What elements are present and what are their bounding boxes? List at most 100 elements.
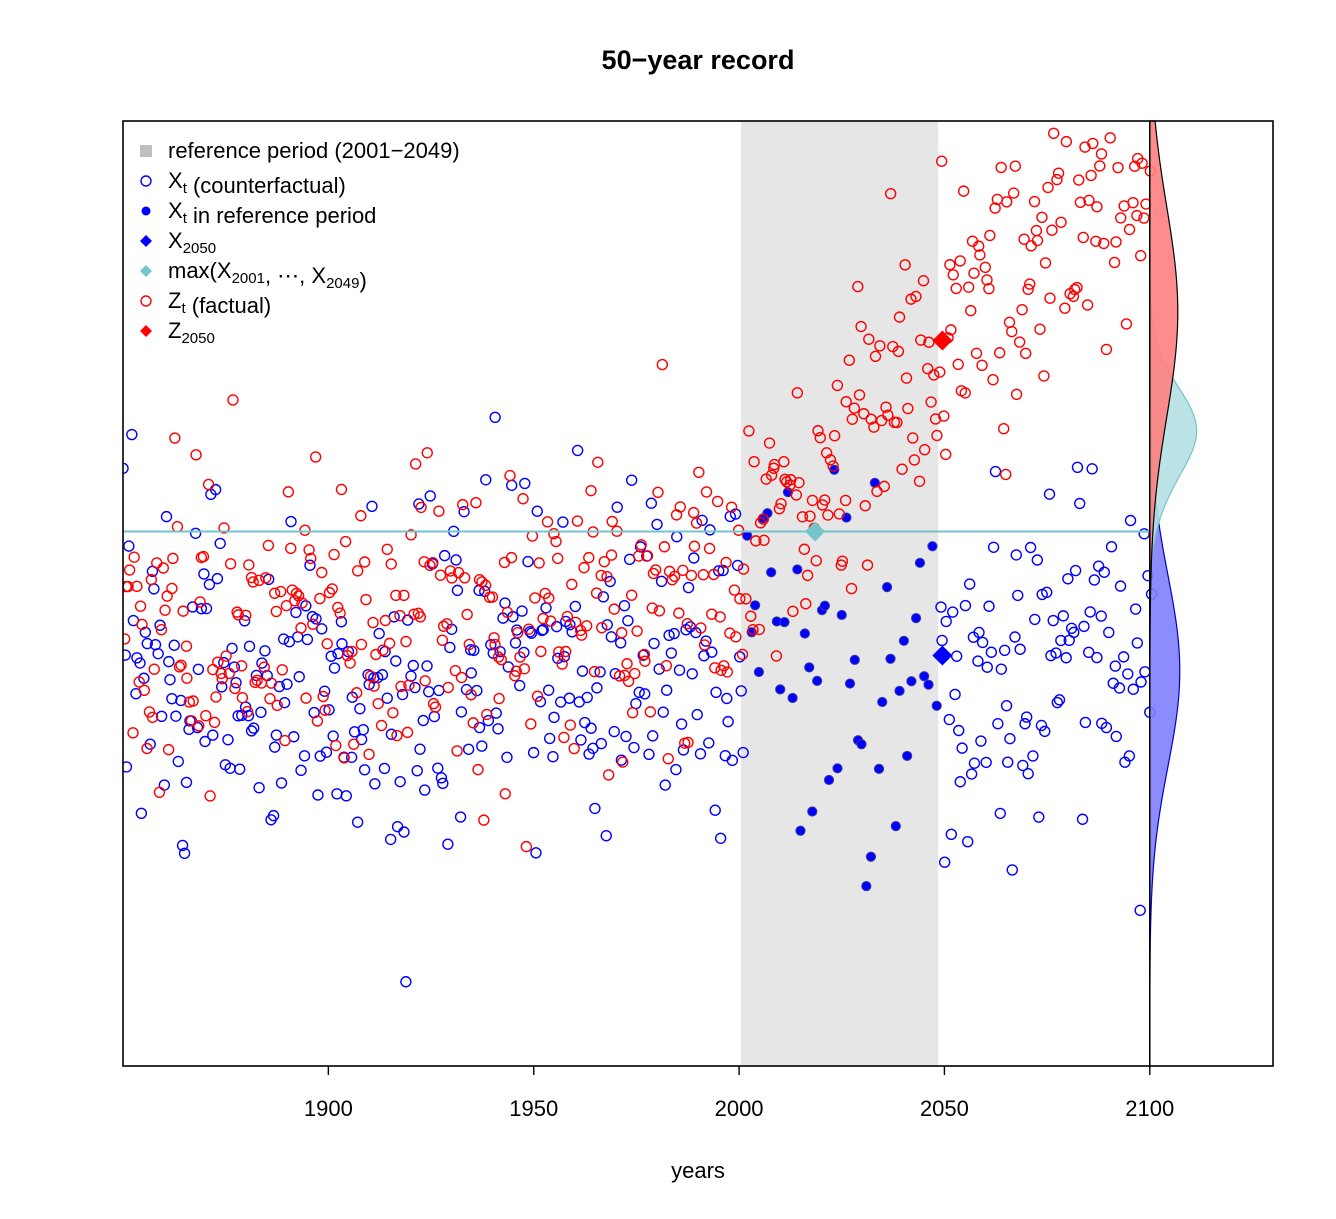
- counterfactual-point: [451, 584, 464, 597]
- factual-point: [1019, 347, 1032, 360]
- factual-point: [859, 500, 871, 512]
- counterfactual-point: [696, 514, 708, 527]
- counterfactual-point: [195, 602, 208, 615]
- factual-point: [1081, 299, 1094, 311]
- factual-point: [520, 840, 533, 853]
- factual-point: [1127, 196, 1139, 209]
- legend-symbol-x_ref: [141, 206, 151, 216]
- factual-point: [317, 690, 329, 703]
- factual-point: [852, 280, 864, 293]
- counterfactual-point: [1095, 610, 1107, 622]
- factual-point: [1031, 234, 1044, 247]
- counterfactual-point: [455, 706, 468, 718]
- counterfactual-point: [216, 681, 228, 693]
- counterfactual-point: [275, 777, 288, 789]
- factual-point: [695, 622, 707, 634]
- factual-point: [377, 644, 389, 656]
- counterfactual-point: [369, 778, 381, 790]
- factual-point: [1083, 194, 1095, 207]
- factual-point: [330, 739, 342, 752]
- factual-point: [606, 515, 618, 528]
- factual-point: [151, 557, 163, 569]
- counterfactual-point: [126, 428, 138, 441]
- factual-point: [1024, 278, 1036, 290]
- factual-point: [543, 592, 555, 604]
- factual-point: [383, 637, 396, 650]
- counterfactual-point: [175, 694, 187, 707]
- counterfactual-point: [437, 777, 449, 790]
- counterfactual-point: [1139, 666, 1151, 678]
- counterfactual-point: [301, 633, 314, 646]
- counterfactual-reference-point: [823, 774, 835, 786]
- counterfactual-point: [1105, 541, 1118, 553]
- counterfactual-point: [583, 748, 595, 760]
- factual-point: [375, 719, 388, 732]
- factual-point: [893, 311, 906, 323]
- factual-point: [123, 633, 131, 645]
- counterfactual-point: [1124, 514, 1137, 527]
- factual-point: [223, 667, 235, 680]
- factual-point: [451, 745, 463, 757]
- counterfactual-reference-point: [799, 628, 810, 639]
- counterfactual-point: [250, 669, 263, 682]
- factual-point: [1094, 160, 1106, 172]
- factual-point: [763, 437, 776, 449]
- factual-point: [240, 609, 252, 621]
- factual-point: [934, 366, 946, 378]
- factual-point: [566, 578, 578, 591]
- counterfactual-point: [1078, 620, 1090, 633]
- factual-point: [736, 648, 749, 661]
- counterfactual-reference-point: [844, 678, 856, 689]
- factual-point: [339, 535, 352, 548]
- counterfactual-point: [490, 707, 502, 719]
- counterfactual-point: [373, 627, 385, 640]
- factual-point: [514, 651, 526, 663]
- counterfactual-point: [519, 477, 531, 490]
- factual-point: [839, 494, 852, 507]
- legend-symbol-x_cf: [140, 175, 152, 187]
- factual-point: [271, 699, 283, 712]
- factual-point: [458, 572, 471, 584]
- factual-point: [698, 639, 711, 651]
- factual-point: [899, 259, 911, 271]
- factual-point: [465, 689, 477, 701]
- factual-point: [253, 574, 265, 587]
- counterfactual-point: [628, 741, 640, 754]
- counterfactual-point: [200, 602, 213, 615]
- factual-point: [775, 497, 787, 510]
- counterfactual-point: [611, 501, 623, 513]
- factual-point: [1048, 127, 1060, 139]
- factual-point: [740, 593, 752, 605]
- factual-point: [745, 610, 757, 622]
- factual-point: [1010, 388, 1023, 401]
- factual-point: [602, 769, 615, 781]
- counterfactual-point: [1109, 660, 1122, 672]
- counterfactual-point: [938, 856, 951, 868]
- counterfactual-point: [655, 575, 668, 588]
- factual-point: [292, 590, 305, 602]
- counterfactual-point: [639, 688, 651, 700]
- counterfactual-point: [164, 673, 176, 686]
- factual-point: [282, 486, 295, 498]
- counterfactual-point: [537, 623, 549, 636]
- counterfactual-point: [719, 750, 731, 762]
- counterfactual-point: [531, 505, 543, 517]
- factual-point: [463, 638, 475, 651]
- factual-point: [882, 409, 894, 421]
- factual-point: [737, 563, 750, 575]
- factual-point: [917, 275, 930, 287]
- counterfactual-reference-point: [750, 600, 761, 611]
- counterfactual-point: [1002, 756, 1014, 768]
- factual-point: [344, 657, 356, 669]
- factual-point: [351, 565, 364, 577]
- factual-point: [489, 638, 501, 651]
- factual-point: [525, 718, 537, 730]
- counterfactual-point: [522, 555, 534, 568]
- factual-point: [415, 501, 427, 514]
- factual-point: [697, 568, 710, 581]
- factual-point: [498, 556, 511, 569]
- factual-point: [681, 618, 694, 630]
- counterfactual-point: [1006, 864, 1018, 876]
- counterfactual-point: [1029, 613, 1041, 626]
- chart-title: 50−year record: [602, 45, 795, 75]
